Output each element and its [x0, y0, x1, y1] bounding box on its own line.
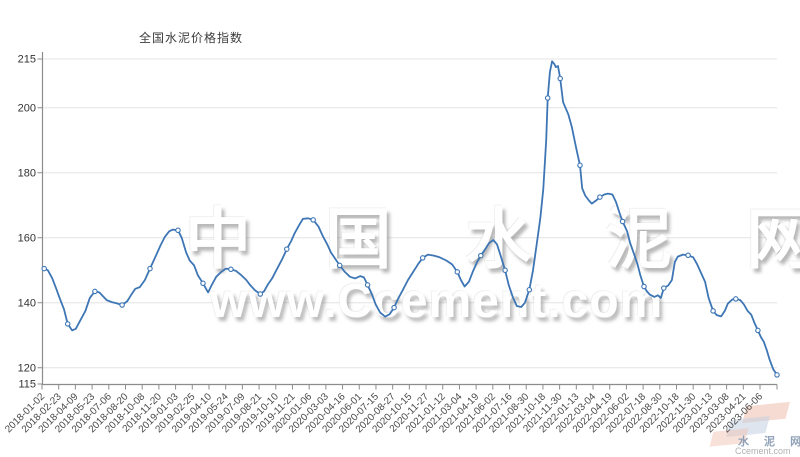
x-axis-labels: 2018-01-022018-02-232018-04-092018-05-23…	[3, 384, 778, 435]
watermark-url: www.Ccement.com	[210, 275, 664, 328]
svg-text:120: 120	[18, 362, 36, 374]
svg-text:115: 115	[18, 379, 36, 391]
svg-text:140: 140	[18, 297, 36, 309]
logo-text-cn: 水 泥 网	[738, 436, 800, 448]
svg-text:160: 160	[18, 232, 36, 244]
price-line	[43, 60, 778, 376]
chart-title: 全国水泥价格指数	[139, 31, 244, 45]
grid-lines	[42, 58, 777, 369]
svg-text:180: 180	[18, 167, 36, 179]
logo-text-en: Ccement.com	[735, 446, 791, 456]
svg-text:215: 215	[18, 54, 36, 66]
y-axis-labels: 115 120 140 160 180 200 215	[18, 54, 42, 391]
axes	[41, 52, 777, 386]
data-point-markers	[41, 75, 780, 378]
ccement-logo: 水 泥 网 Ccement.com	[705, 398, 800, 457]
svg-text:200: 200	[18, 102, 36, 114]
